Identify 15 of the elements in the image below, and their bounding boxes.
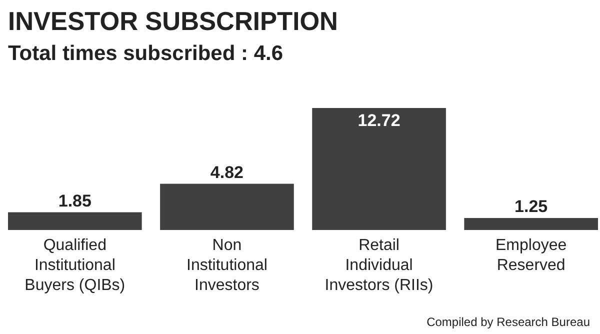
bar <box>312 108 446 230</box>
data-label: 12.72 <box>358 111 400 130</box>
bar <box>8 212 142 230</box>
text: Compiled by Research Bureau <box>426 315 590 329</box>
data-label: 1.25 <box>514 197 548 216</box>
data-label: 4.82 <box>210 162 244 182</box>
bar <box>464 218 598 230</box>
bar <box>160 184 294 230</box>
x-tick-label: Non Institutional Investors <box>186 237 268 294</box>
data-label: 1.85 <box>58 191 92 210</box>
chart-title: INVESTOR SUBSCRIPTION <box>8 6 344 36</box>
chart-subtitle: Total times subscribed : 4.6 <box>8 42 284 65</box>
x-tick-label: Employee Reserved <box>496 237 567 274</box>
x-tick-label: Qualified Institutional Buyers (QIBs) <box>24 237 126 294</box>
x-tick-label: Retail Individual Investors (RIIs) <box>324 237 434 294</box>
